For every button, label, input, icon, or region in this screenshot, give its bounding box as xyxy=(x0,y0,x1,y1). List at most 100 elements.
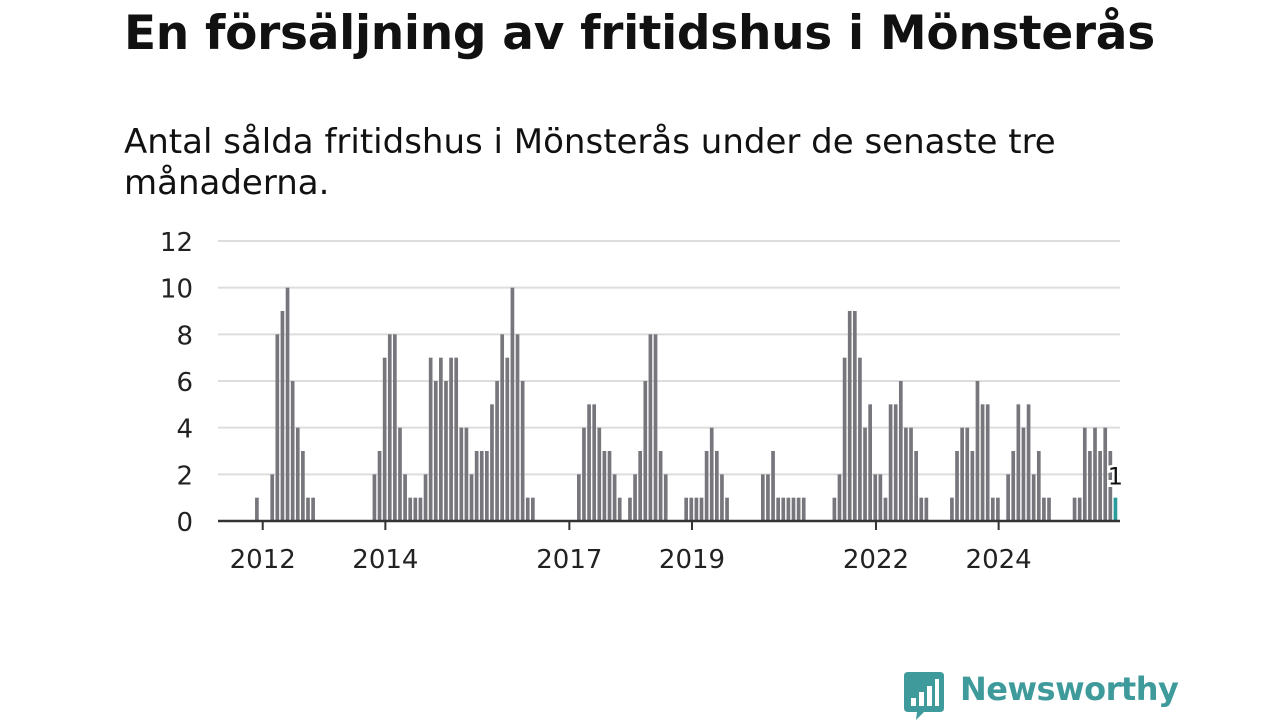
bar xyxy=(868,404,872,521)
bar xyxy=(592,404,597,521)
y-tick-label: 10 xyxy=(160,275,193,305)
bar xyxy=(766,474,770,521)
bar xyxy=(607,451,612,521)
bar xyxy=(970,451,975,521)
bar xyxy=(990,497,995,521)
bar xyxy=(469,474,474,521)
bar-chart-speech-bubble-icon xyxy=(904,672,944,720)
bar xyxy=(577,474,581,521)
bar xyxy=(1072,497,1077,521)
bar xyxy=(1016,404,1021,521)
bar xyxy=(306,497,310,521)
bar xyxy=(878,474,883,521)
bar xyxy=(582,427,586,521)
bar xyxy=(275,334,280,521)
y-tick-label: 8 xyxy=(176,321,193,351)
bar xyxy=(893,404,898,521)
bar xyxy=(495,381,499,521)
bar xyxy=(520,381,525,521)
bar xyxy=(709,427,714,521)
x-tick-label: 2024 xyxy=(966,545,1032,575)
bar xyxy=(1098,451,1102,521)
y-axis-tick-labels: 0 2 4 6 8 10 12 xyxy=(160,228,193,538)
bar xyxy=(1011,451,1016,521)
bar xyxy=(955,451,959,521)
bar xyxy=(760,474,765,521)
bar xyxy=(1031,474,1036,521)
bar xyxy=(408,497,413,521)
bar xyxy=(648,334,653,521)
y-tick-label: 12 xyxy=(160,228,193,258)
bar xyxy=(531,497,535,521)
bar xyxy=(628,497,632,521)
bar xyxy=(842,357,847,521)
gridlines xyxy=(218,240,1120,476)
bar xyxy=(525,497,530,521)
x-axis xyxy=(218,519,1120,530)
bar xyxy=(403,474,407,521)
bar xyxy=(653,334,658,521)
bar xyxy=(255,497,259,521)
bar xyxy=(490,404,494,521)
bar xyxy=(439,357,443,521)
bar xyxy=(459,427,464,521)
bar xyxy=(1082,427,1087,521)
bar xyxy=(515,334,520,521)
bar xyxy=(301,451,305,521)
bar xyxy=(602,451,607,521)
brand-name: Newsworthy xyxy=(960,670,1179,708)
bar xyxy=(285,287,290,521)
bar xyxy=(832,497,837,521)
bar xyxy=(464,427,469,521)
y-tick-label: 0 xyxy=(176,508,193,538)
bar xyxy=(454,357,459,521)
x-tick-label: 2022 xyxy=(843,545,909,575)
bar xyxy=(888,404,893,521)
bar xyxy=(658,451,663,521)
bar xyxy=(270,474,275,521)
bar xyxy=(663,474,668,521)
bar xyxy=(597,427,602,521)
x-axis-tick-labels: 2012 2014 2017 2019 2022 2024 xyxy=(230,545,1032,575)
bar xyxy=(904,427,908,521)
bar xyxy=(720,474,724,521)
x-tick-label: 2012 xyxy=(230,545,296,575)
bar xyxy=(587,404,591,521)
bar xyxy=(847,311,852,521)
bar xyxy=(1088,451,1092,521)
bar xyxy=(924,497,929,521)
x-tick-label: 2017 xyxy=(536,545,602,575)
bar xyxy=(500,334,505,521)
bar xyxy=(1006,474,1010,521)
data-label-latest: 1 xyxy=(1108,463,1123,491)
bar xyxy=(796,497,801,521)
bar xyxy=(699,497,704,521)
bar xyxy=(387,334,392,521)
bar xyxy=(382,357,387,521)
bar xyxy=(965,427,970,521)
bar xyxy=(689,497,694,521)
bar xyxy=(1047,497,1051,521)
bar xyxy=(863,427,867,521)
bars xyxy=(255,287,1118,521)
y-tick-label: 6 xyxy=(176,368,193,398)
bar xyxy=(975,381,980,521)
newsworthy-logo: Newsworthy xyxy=(902,668,1179,720)
bar xyxy=(960,427,964,521)
bar xyxy=(479,451,484,521)
bar xyxy=(996,497,1000,521)
bar xyxy=(919,497,924,521)
bar xyxy=(980,404,985,521)
bar xyxy=(393,334,397,521)
bar xyxy=(423,474,428,521)
bar xyxy=(1036,451,1041,521)
bar xyxy=(433,381,438,521)
bar xyxy=(1042,497,1046,521)
bar xyxy=(791,497,796,521)
bar xyxy=(1108,451,1113,521)
bar xyxy=(485,451,489,521)
bar xyxy=(985,404,990,521)
chart-title: En försäljning av fritidshus i Mönsterås xyxy=(124,6,1155,61)
bar xyxy=(898,381,903,521)
